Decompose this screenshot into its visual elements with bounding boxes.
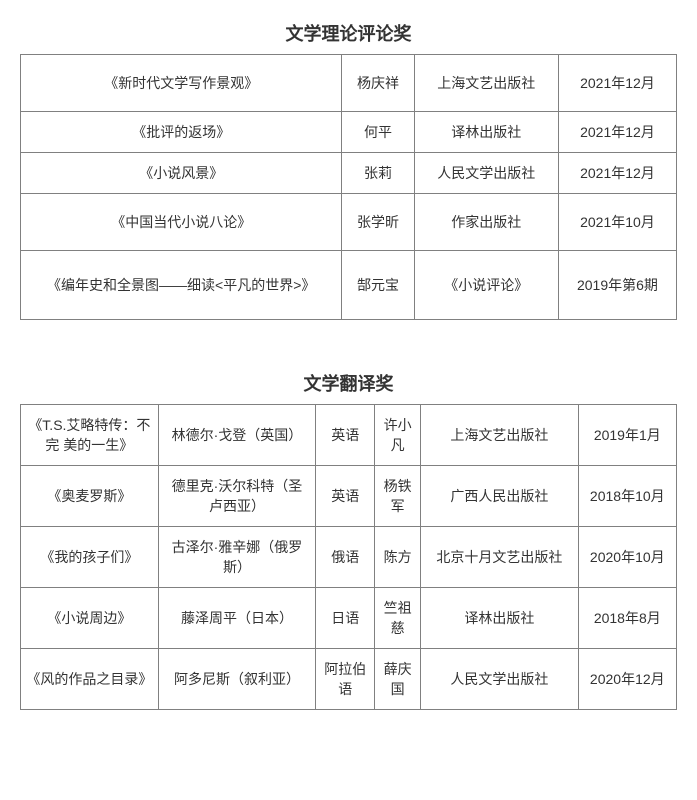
author-cell: 何平 (342, 112, 414, 153)
translator-cell: 许小凡 (375, 405, 421, 466)
publisher-cell: 北京十月文艺出版社 (421, 527, 578, 588)
publisher-cell: 上海文艺出版社 (414, 55, 558, 112)
table-row: 《新时代文学写作景观》 杨庆祥 上海文艺出版社 2021年12月 (21, 55, 677, 112)
language-cell: 英语 (316, 405, 375, 466)
table-row: 《中国当代小说八论》 张学昕 作家出版社 2021年10月 (21, 194, 677, 251)
author-cell: 张莉 (342, 153, 414, 194)
publisher-cell: 《小说评论》 (414, 251, 558, 320)
theory-award-table: 《新时代文学写作景观》 杨庆祥 上海文艺出版社 2021年12月 《批评的返场》… (20, 54, 677, 320)
date-cell: 2020年10月 (578, 527, 676, 588)
translator-cell: 薛庆国 (375, 649, 421, 710)
date-cell: 2021年10月 (558, 194, 676, 251)
date-cell: 2019年1月 (578, 405, 676, 466)
work-cell: 《T.S.艾略特传：不完 美的一生》 (21, 405, 159, 466)
table-row: 《我的孩子们》 古泽尔·雅辛娜（俄罗斯） 俄语 陈方 北京十月文艺出版社 202… (21, 527, 677, 588)
language-cell: 阿拉伯语 (316, 649, 375, 710)
translator-cell: 陈方 (375, 527, 421, 588)
origauthor-cell: 古泽尔·雅辛娜（俄罗斯） (158, 527, 315, 588)
publisher-cell: 广西人民出版社 (421, 466, 578, 527)
work-cell: 《小说周边》 (21, 588, 159, 649)
origauthor-cell: 德里克·沃尔科特（圣 卢西亚） (158, 466, 315, 527)
table-row: 《编年史和全景图——细读<平凡的世界>》 郜元宝 《小说评论》 2019年第6期 (21, 251, 677, 320)
work-cell: 《奥麦罗斯》 (21, 466, 159, 527)
work-cell: 《新时代文学写作景观》 (21, 55, 342, 112)
work-cell: 《批评的返场》 (21, 112, 342, 153)
work-cell: 《中国当代小说八论》 (21, 194, 342, 251)
publisher-cell: 译林出版社 (414, 112, 558, 153)
work-cell: 《我的孩子们》 (21, 527, 159, 588)
table-row: 《奥麦罗斯》 德里克·沃尔科特（圣 卢西亚） 英语 杨铁军 广西人民出版社 20… (21, 466, 677, 527)
date-cell: 2021年12月 (558, 153, 676, 194)
table-row: 《小说风景》 张莉 人民文学出版社 2021年12月 (21, 153, 677, 194)
work-cell: 《编年史和全景图——细读<平凡的世界>》 (21, 251, 342, 320)
table-row: 《风的作品之目录》 阿多尼斯（叙利亚） 阿拉伯语 薛庆国 人民文学出版社 202… (21, 649, 677, 710)
date-cell: 2018年8月 (578, 588, 676, 649)
publisher-cell: 译林出版社 (421, 588, 578, 649)
publisher-cell: 上海文艺出版社 (421, 405, 578, 466)
author-cell: 郜元宝 (342, 251, 414, 320)
table-row: 《批评的返场》 何平 译林出版社 2021年12月 (21, 112, 677, 153)
author-cell: 杨庆祥 (342, 55, 414, 112)
origauthor-cell: 阿多尼斯（叙利亚） (158, 649, 315, 710)
language-cell: 英语 (316, 466, 375, 527)
table-row: 《T.S.艾略特传：不完 美的一生》 林德尔·戈登（英国） 英语 许小凡 上海文… (21, 405, 677, 466)
work-cell: 《小说风景》 (21, 153, 342, 194)
work-cell: 《风的作品之目录》 (21, 649, 159, 710)
translator-cell: 竺祖慈 (375, 588, 421, 649)
date-cell: 2021年12月 (558, 55, 676, 112)
translator-cell: 杨铁军 (375, 466, 421, 527)
translation-award-table: 《T.S.艾略特传：不完 美的一生》 林德尔·戈登（英国） 英语 许小凡 上海文… (20, 404, 677, 710)
publisher-cell: 人民文学出版社 (421, 649, 578, 710)
section2-title: 文学翻译奖 (20, 370, 677, 396)
origauthor-cell: 林德尔·戈登（英国） (158, 405, 315, 466)
date-cell: 2019年第6期 (558, 251, 676, 320)
date-cell: 2020年12月 (578, 649, 676, 710)
origauthor-cell: 藤泽周平（日本） (158, 588, 315, 649)
date-cell: 2018年10月 (578, 466, 676, 527)
section1-title: 文学理论评论奖 (20, 20, 677, 46)
author-cell: 张学昕 (342, 194, 414, 251)
table-row: 《小说周边》 藤泽周平（日本） 日语 竺祖慈 译林出版社 2018年8月 (21, 588, 677, 649)
date-cell: 2021年12月 (558, 112, 676, 153)
language-cell: 日语 (316, 588, 375, 649)
language-cell: 俄语 (316, 527, 375, 588)
publisher-cell: 人民文学出版社 (414, 153, 558, 194)
publisher-cell: 作家出版社 (414, 194, 558, 251)
